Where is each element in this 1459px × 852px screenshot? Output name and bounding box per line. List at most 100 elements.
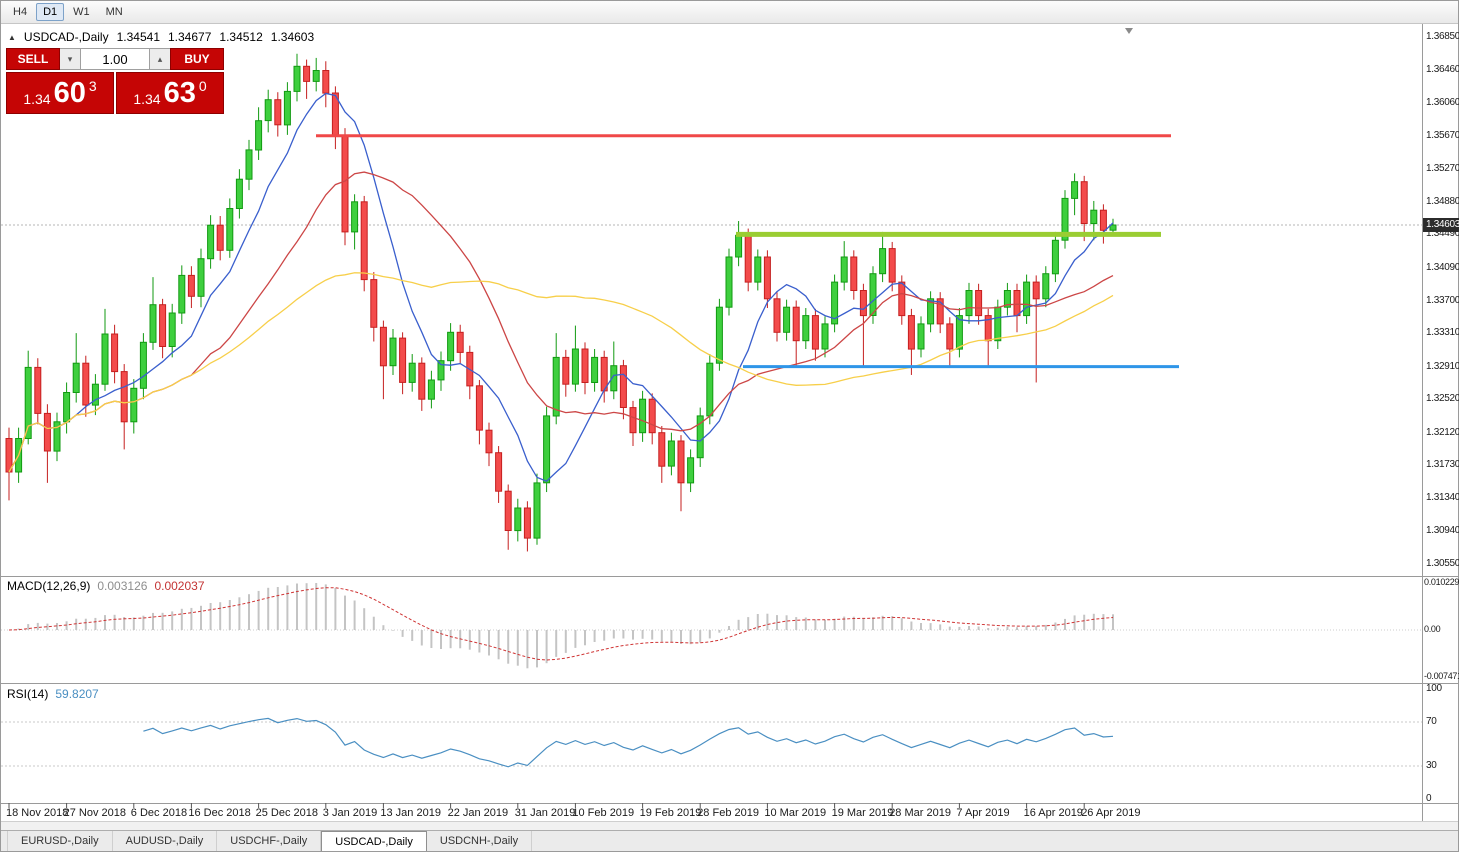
candle-body: [437, 360, 445, 381]
candle-body: [255, 120, 263, 151]
chevron-down-icon: ▾: [67, 54, 73, 64]
sell-price-point: 3: [88, 78, 97, 94]
candle-body: [888, 248, 896, 283]
candle-body: [677, 440, 685, 484]
chart-tab-usdchf[interactable]: USDCHF-,Daily: [217, 831, 322, 851]
candle-body: [687, 457, 695, 484]
candle-body: [63, 392, 71, 423]
candle-body: [485, 429, 493, 454]
candle-body: [927, 298, 935, 325]
slow-ma-line: [8, 272, 1114, 473]
candle-body: [293, 65, 301, 92]
candle-body: [360, 201, 368, 281]
time-axis-label: 28 Feb 2019: [697, 807, 759, 819]
time-axis[interactable]: 18 Nov 2018 27 Nov 2018 6 Dec 2018 16 Dec 2…: [1, 803, 1420, 824]
candle-body: [955, 315, 963, 350]
candle-body: [322, 70, 330, 94]
candle-body: [82, 362, 90, 406]
candle-body: [619, 365, 627, 409]
rsi-axis-label: 30: [1426, 760, 1437, 771]
price-axis[interactable]: 1.34603 1.36850 1.36460 1.36060 1.35670 1.35…: [1423, 24, 1459, 821]
candle-body: [351, 201, 359, 233]
candle-body: [101, 333, 109, 385]
candle-body: [667, 440, 675, 467]
candle-body: [907, 315, 915, 350]
one-click-panel-toggle-icon[interactable]: ▲: [8, 32, 16, 42]
candle-body: [735, 234, 743, 258]
ohlc-low: 1.34512: [219, 30, 263, 44]
volume-decrease-button[interactable]: ▾: [60, 48, 80, 70]
time-axis-label: 10 Mar 2019: [764, 807, 827, 819]
candle-body: [447, 331, 455, 362]
candle-body: [504, 490, 512, 532]
candle-body: [610, 365, 618, 392]
price-axis-label: 1.35270: [1426, 163, 1459, 175]
volume-input[interactable]: [80, 48, 150, 70]
candle-body: [264, 99, 272, 122]
candle-body: [850, 256, 858, 291]
chart-tab-usdcad[interactable]: USDCAD-,Daily: [321, 831, 427, 851]
candle-body: [389, 337, 397, 367]
candle-body: [408, 362, 416, 383]
candle-body: [1061, 197, 1069, 241]
buy-price-panel[interactable]: 1.34 63 0: [116, 72, 224, 114]
candle-body: [120, 371, 128, 423]
time-axis-label: 13 Jan 2019: [380, 807, 441, 819]
chart-tabs-bar: EURUSD-,Daily AUDUSD-,Daily USDCHF-,Daily U…: [1, 830, 1458, 851]
sell-price-panel[interactable]: 1.34 60 3: [6, 72, 114, 114]
candle-body: [24, 366, 32, 439]
time-axis-label: 19 Feb 2019: [639, 807, 702, 819]
macd-signal-line: [8, 587, 1114, 661]
candle-body: [965, 290, 973, 317]
price-axis-label: 1.31340: [1426, 491, 1459, 503]
medium-ma-line: [8, 171, 1114, 473]
rsi-value: 59.8207: [55, 687, 99, 701]
candle-body: [533, 482, 541, 539]
rsi-indicator-label: RSI(14) 59.8207: [7, 687, 99, 701]
candle-body: [754, 256, 762, 283]
macd-axis-label: 0.010229: [1424, 577, 1459, 587]
chart-tab-usdcnh[interactable]: USDCNH-,Daily: [427, 831, 533, 851]
candle-body: [1071, 181, 1079, 199]
candle-body: [811, 315, 819, 350]
candle-body: [475, 385, 483, 431]
price-axis-label: 1.30550: [1426, 558, 1459, 569]
candle-body: [283, 90, 291, 126]
candle-body: [245, 149, 253, 180]
candle-body: [1051, 239, 1059, 275]
candle-body: [658, 432, 666, 467]
horizontal-scrollbar[interactable]: [1, 821, 1458, 830]
time-axis-label: 28 Mar 2019: [889, 807, 951, 819]
timeframe-button-w1[interactable]: W1: [73, 6, 90, 18]
chevron-up-icon: ▴: [157, 54, 163, 64]
chart-tab-audusd[interactable]: AUDUSD-,Daily: [113, 831, 218, 851]
chart-tab-eurusd[interactable]: EURUSD-,Daily: [7, 831, 113, 851]
timeframe-button-mn[interactable]: MN: [105, 6, 123, 18]
candle-body: [1013, 290, 1021, 317]
candle-body: [216, 224, 224, 251]
price-axis-label: 1.33700: [1426, 294, 1459, 306]
candle-body: [399, 337, 407, 383]
time-axis-label: 16 Apr 2019: [1023, 807, 1083, 819]
candle-body: [869, 273, 877, 317]
candle-body: [1090, 209, 1098, 225]
timeframe-button-h4[interactable]: H4: [13, 6, 28, 18]
time-axis-label: 18 Nov 2018: [6, 807, 69, 819]
price-axis-label: 1.34490: [1426, 228, 1459, 240]
rsi-axis-label: 100: [1426, 683, 1442, 694]
timeframe-button-d1[interactable]: D1: [36, 3, 65, 21]
time-axis-label: 6 Dec 2018: [130, 807, 188, 819]
candle-body: [139, 341, 147, 389]
time-axis-label: 16 Dec 2018: [188, 807, 251, 819]
buy-button[interactable]: BUY: [170, 48, 224, 70]
time-axis-label: 31 Jan 2019: [514, 807, 576, 819]
macd-main-value: 0.003126: [97, 579, 148, 593]
candle-body: [802, 315, 810, 342]
ohlc-open: 1.34541: [116, 30, 160, 44]
candle-body: [581, 348, 589, 383]
sell-button[interactable]: SELL: [6, 48, 60, 70]
volume-increase-button[interactable]: ▴: [150, 48, 170, 70]
candle-body: [936, 298, 944, 325]
candle-body: [571, 348, 579, 385]
